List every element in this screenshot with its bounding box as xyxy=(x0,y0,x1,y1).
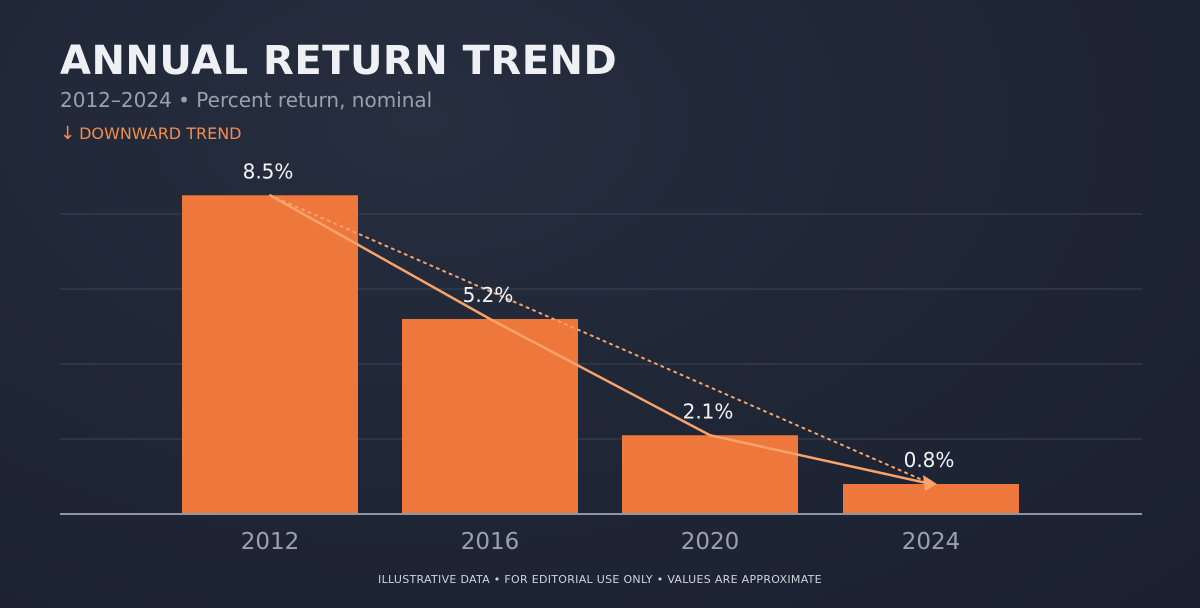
x-tick-label: 2020 xyxy=(681,529,740,555)
footer-note: ILLUSTRATIVE DATA • FOR EDITORIAL USE ON… xyxy=(378,573,822,586)
x-tick-label: 2024 xyxy=(902,529,961,555)
trend-line xyxy=(269,194,932,486)
trend-indicator: ↓ DOWNWARD TREND xyxy=(60,123,242,144)
bar xyxy=(622,435,798,514)
trend-arrowhead xyxy=(923,475,937,491)
bar xyxy=(182,195,358,514)
trend-line-dotted xyxy=(269,194,928,483)
trend-label: DOWNWARD TREND xyxy=(79,124,242,143)
chart-title: ANNUAL RETURN TREND xyxy=(60,38,618,84)
chart-subtitle: 2012–2024 • Percent return, nominal xyxy=(60,88,433,112)
down-arrow-icon: ↓ xyxy=(60,123,76,144)
x-tick-label: 2012 xyxy=(241,529,300,555)
x-tick-label: 2016 xyxy=(461,529,520,555)
data-label: 0.8% xyxy=(904,448,955,472)
bar xyxy=(843,484,1019,514)
data-label: 8.5% xyxy=(243,159,294,183)
bar xyxy=(402,319,578,514)
data-label: 2.1% xyxy=(683,399,734,423)
data-label: 5.2% xyxy=(463,283,514,307)
